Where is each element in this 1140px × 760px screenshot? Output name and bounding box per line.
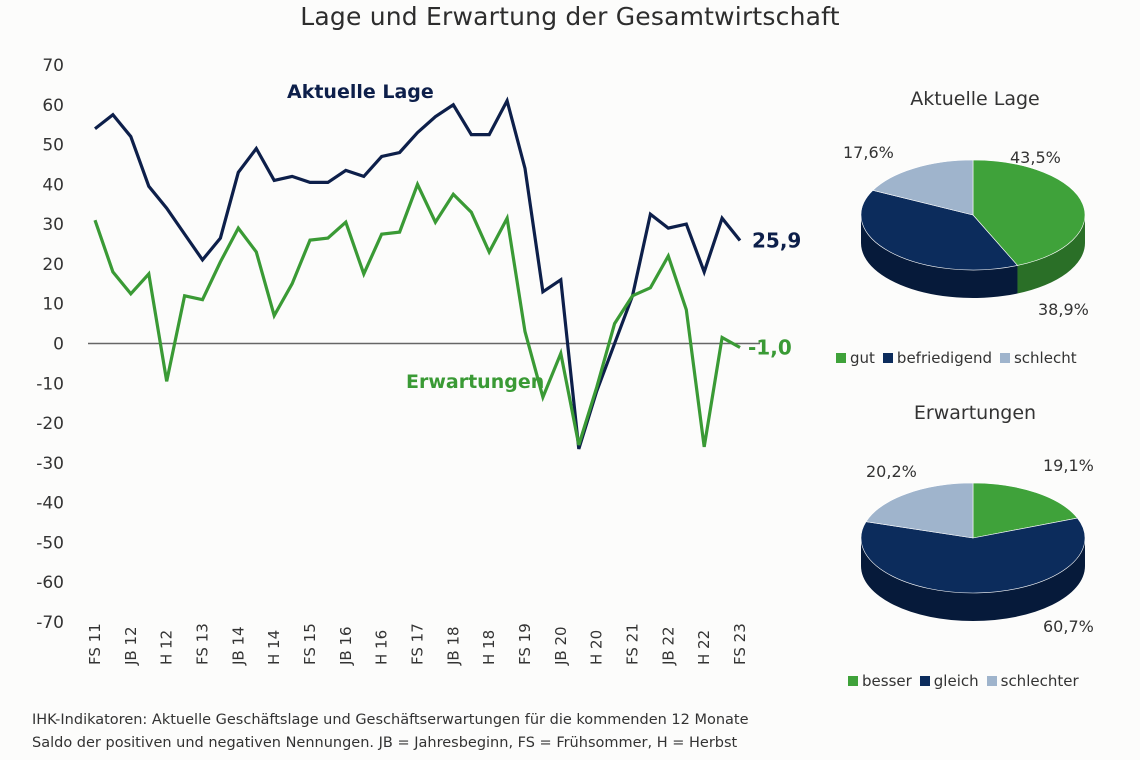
legend-swatch-light bbox=[999, 353, 1010, 363]
legend-label: schlecht bbox=[1013, 349, 1077, 367]
pie-title-erwartungen: Erwartungen bbox=[913, 402, 1037, 424]
legend-item-befriedigend: befriedigend bbox=[882, 349, 992, 367]
x-tick-label: JB 20 bbox=[552, 626, 570, 666]
legend-item-gleich: gleich bbox=[919, 672, 979, 690]
legend-item-gut: gut bbox=[836, 349, 875, 367]
pie-title-aktuelle-lage: Aktuelle Lage bbox=[910, 88, 1040, 110]
series-erwartungen-line bbox=[93, 180, 741, 448]
pie1-label-befriedigend: 38,9% bbox=[1038, 300, 1089, 319]
pie1-label-schlecht: 17,6% bbox=[843, 143, 894, 162]
x-tick-label: JB 14 bbox=[229, 626, 247, 666]
y-tick-label: -20 bbox=[36, 414, 64, 434]
x-tick-label: JB 16 bbox=[337, 626, 355, 666]
x-tick-label: JB 18 bbox=[444, 626, 462, 666]
pie1-slice-befriedigend bbox=[860, 190, 1019, 271]
legend-item-schlechter: schlechter bbox=[986, 672, 1079, 690]
footnote-line-2: Saldo der positiven und negativen Nennun… bbox=[32, 735, 738, 751]
x-tick-label: JB 12 bbox=[122, 626, 140, 666]
y-tick-label: 70 bbox=[42, 56, 64, 76]
legend-swatch-green bbox=[836, 353, 846, 363]
y-tick-label: 0 bbox=[53, 335, 64, 355]
legend-item-besser: besser bbox=[848, 672, 912, 690]
legend-label: schlechter bbox=[1000, 672, 1079, 690]
pie2-label-schlechter: 20,2% bbox=[866, 462, 917, 481]
chart-title: Lage und Erwartung der Gesamtwirtschaft bbox=[300, 2, 840, 31]
pie-chart-erwartungen bbox=[860, 483, 1086, 621]
y-tick-label: 50 bbox=[42, 136, 64, 156]
y-tick-label: -30 bbox=[36, 454, 64, 474]
end-value-aktuelle-lage: 25,9 bbox=[752, 228, 801, 252]
x-tick-label: H 22 bbox=[695, 630, 713, 665]
legend-label: besser bbox=[862, 672, 912, 690]
x-tick-label: FS 23 bbox=[731, 623, 749, 665]
x-tick-label: H 20 bbox=[588, 630, 606, 665]
pie2-slice-side-gleich bbox=[861, 538, 1085, 621]
pie1-slice-side-gut bbox=[1017, 215, 1085, 294]
y-tick-label: -40 bbox=[36, 494, 64, 514]
legend-swatch-navy bbox=[919, 676, 930, 686]
series-label-aktuelle-lage: Aktuelle Lage bbox=[287, 81, 434, 103]
pie2-slice-gleich bbox=[860, 517, 1086, 594]
x-tick-label: H 16 bbox=[373, 630, 391, 665]
footnote-line-1: IHK-Indikatoren: Aktuelle Geschäftslage … bbox=[32, 712, 749, 728]
y-tick-label: 60 bbox=[42, 96, 64, 116]
line-chart: 70 60 50 40 30 20 10 0 -10 -20 -30 -40 -50 -60 -70 FS 1… bbox=[36, 56, 801, 666]
pie1-label-gut: 43,5% bbox=[1010, 148, 1061, 167]
pie1-slice-schlecht bbox=[872, 160, 974, 216]
series-label-erwartungen: Erwartungen bbox=[406, 371, 544, 393]
x-tick-label: FS 17 bbox=[409, 623, 427, 665]
legend-item-schlecht: schlecht bbox=[999, 349, 1077, 367]
x-tick-label: FS 21 bbox=[624, 623, 642, 665]
x-tick-label: FS 13 bbox=[194, 623, 212, 665]
x-tick-label: FS 15 bbox=[301, 623, 319, 665]
legend-label: gut bbox=[850, 349, 875, 367]
legend-swatch-navy bbox=[882, 353, 893, 363]
y-tick-label: 10 bbox=[42, 295, 64, 315]
x-tick-label: FS 11 bbox=[86, 623, 104, 665]
legend-label: befriedigend bbox=[896, 349, 992, 367]
y-tick-label: -70 bbox=[36, 613, 64, 633]
series-aktuelle-lage-line bbox=[94, 96, 742, 450]
legend-label: gleich bbox=[933, 672, 979, 690]
pie2-slice-besser bbox=[972, 483, 1078, 539]
x-tick-label: H 18 bbox=[480, 630, 498, 665]
legend-swatch-light bbox=[986, 676, 997, 686]
pie-chart-aktuelle-lage bbox=[860, 160, 1086, 298]
pie1-slice-gut bbox=[972, 160, 1086, 266]
legend-swatch-green bbox=[848, 676, 858, 686]
y-tick-label: 40 bbox=[42, 175, 64, 195]
x-tick-label: H 12 bbox=[158, 630, 176, 665]
y-tick-label: 30 bbox=[42, 215, 64, 235]
end-value-erwartungen: -1,0 bbox=[748, 335, 792, 359]
pie1-slice-side-befriedigend bbox=[861, 215, 1018, 298]
pie2-label-gleich: 60,7% bbox=[1043, 617, 1094, 636]
y-tick-label: -60 bbox=[36, 573, 64, 593]
y-tick-label: -50 bbox=[36, 533, 64, 553]
x-tick-label: FS 19 bbox=[516, 623, 534, 665]
pie1-legend: gut befriedigend schlecht bbox=[836, 349, 1077, 367]
pie2-slice-schlechter bbox=[865, 483, 974, 539]
pie2-legend: besser gleich schlechter bbox=[848, 672, 1079, 690]
x-tick-label: H 14 bbox=[265, 630, 283, 665]
y-tick-label: -10 bbox=[36, 374, 64, 394]
pie2-label-besser: 19,1% bbox=[1043, 456, 1094, 475]
x-tick-label: JB 22 bbox=[659, 626, 677, 666]
y-tick-label: 20 bbox=[42, 255, 64, 275]
